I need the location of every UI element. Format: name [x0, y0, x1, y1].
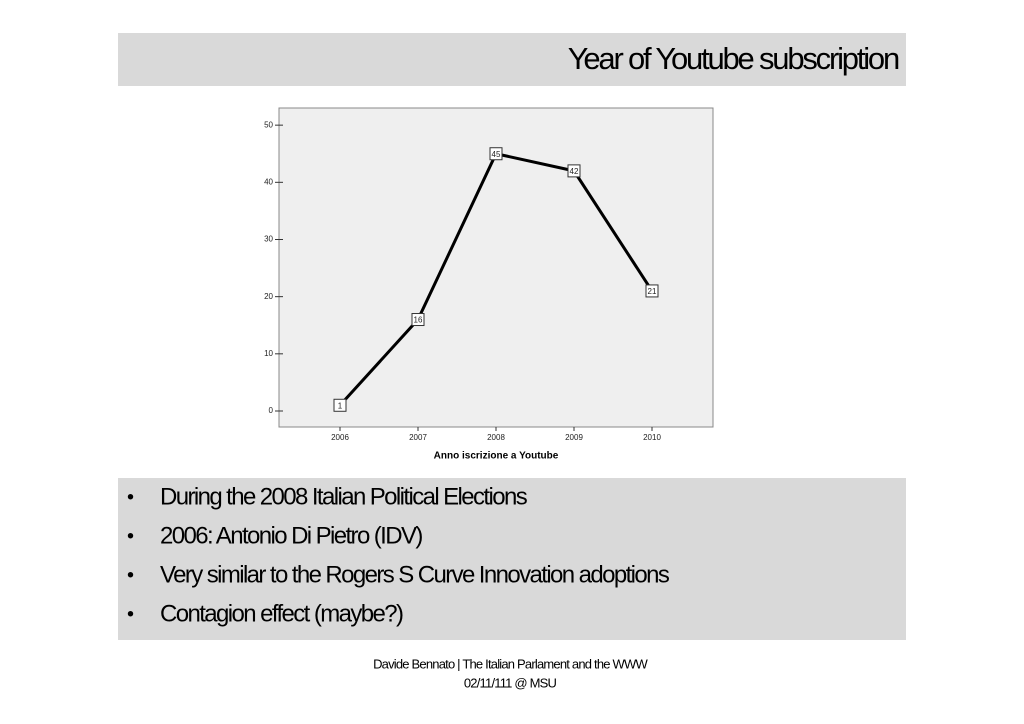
- x-tick-label: 2008: [487, 433, 505, 442]
- y-tick-label: 50: [264, 120, 273, 129]
- value-label: 21: [648, 287, 657, 296]
- bullet-text: During the 2008 Italian Political Electi…: [160, 483, 528, 510]
- y-tick-label: 20: [264, 292, 273, 301]
- bullet-marker: •: [127, 603, 134, 625]
- y-tick-label: 40: [264, 177, 273, 186]
- title-bar: [118, 33, 906, 86]
- value-label-box: [333, 398, 347, 412]
- y-tick-label: 0: [269, 406, 274, 415]
- bullet-marker: •: [127, 486, 134, 508]
- x-tick-label: 2007: [409, 433, 427, 442]
- y-tick-label: 30: [264, 235, 273, 244]
- value-label: 42: [570, 167, 579, 176]
- value-label-box: [489, 147, 503, 161]
- value-label-box: [411, 313, 425, 327]
- bullet-text: 2006: Antonio Di Pietro (IDV): [160, 522, 422, 549]
- bullet-marker: •: [127, 564, 134, 586]
- x-tick-label: 2006: [331, 433, 349, 442]
- y-tick-label: 10: [264, 349, 273, 358]
- bullet-text: Contagion effect (maybe?): [160, 600, 403, 627]
- bullet-marker: •: [127, 525, 134, 547]
- value-label: 1: [338, 401, 343, 410]
- value-label-box: [567, 164, 581, 178]
- bullet-box: [118, 478, 906, 640]
- value-label: 45: [492, 150, 501, 159]
- footer-line: Davide Bennato | The Italian Parlament a…: [373, 656, 648, 671]
- slide-title: Year of Youtube subscription: [568, 41, 899, 76]
- x-tick-label: 2010: [643, 433, 661, 442]
- x-axis-label: Anno iscrizione a Youtube: [434, 451, 559, 462]
- value-label: 16: [414, 316, 423, 325]
- plot-area: [278, 107, 714, 428]
- value-label-box: [645, 284, 659, 298]
- footer-line: 02/11/111 @ MSU: [464, 675, 557, 690]
- bullet-text: Very similar to the Rogers S Curve Innov…: [160, 561, 670, 588]
- x-tick-label: 2009: [565, 433, 583, 442]
